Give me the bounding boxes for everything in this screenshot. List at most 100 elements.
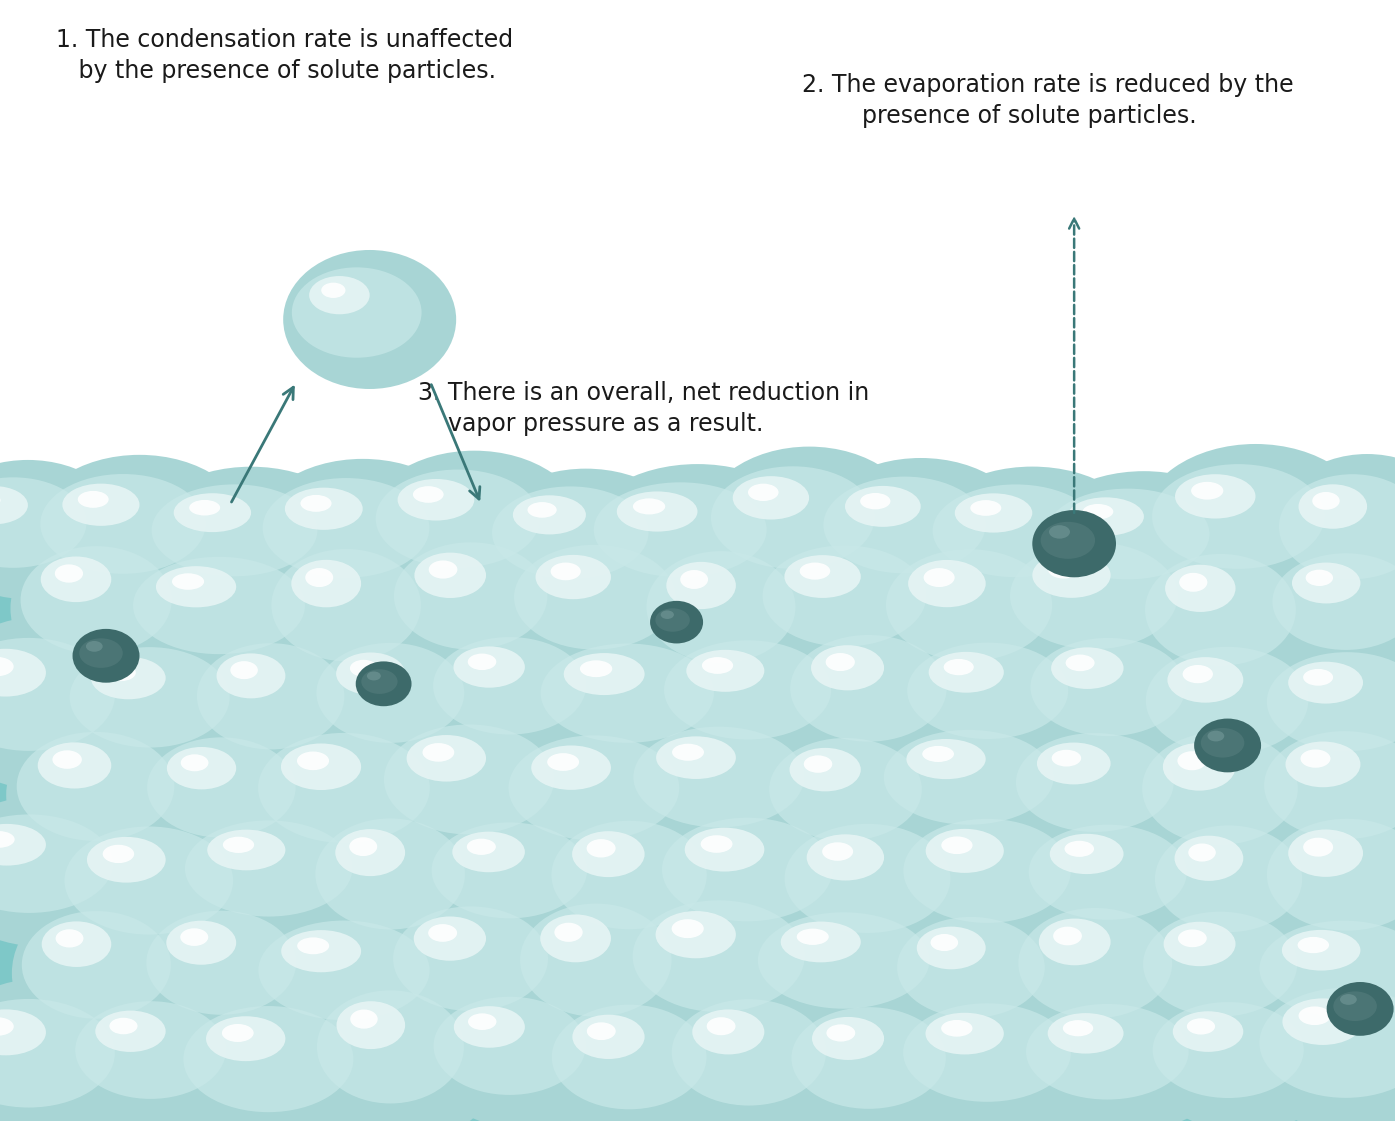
Ellipse shape (667, 1008, 862, 1121)
Ellipse shape (1141, 444, 1370, 605)
Ellipse shape (594, 482, 767, 577)
Ellipse shape (0, 822, 152, 943)
Ellipse shape (1191, 482, 1223, 500)
Ellipse shape (0, 638, 114, 751)
Ellipse shape (297, 751, 329, 770)
Ellipse shape (1177, 751, 1207, 770)
Ellipse shape (208, 830, 286, 870)
Ellipse shape (257, 485, 469, 609)
Ellipse shape (103, 845, 134, 863)
Ellipse shape (917, 927, 986, 970)
Ellipse shape (1272, 554, 1395, 650)
Ellipse shape (1267, 652, 1395, 751)
Ellipse shape (672, 743, 704, 761)
Ellipse shape (142, 745, 331, 869)
Ellipse shape (292, 268, 421, 358)
Ellipse shape (1147, 472, 1364, 601)
Ellipse shape (1025, 1004, 1189, 1100)
Ellipse shape (193, 651, 379, 782)
Ellipse shape (787, 1015, 982, 1121)
Ellipse shape (897, 917, 1045, 1018)
Ellipse shape (707, 1017, 735, 1035)
Ellipse shape (467, 839, 495, 855)
Ellipse shape (903, 1003, 1071, 1102)
Ellipse shape (1194, 719, 1261, 772)
Ellipse shape (626, 909, 845, 1046)
Ellipse shape (587, 840, 615, 858)
Ellipse shape (806, 834, 884, 880)
Bar (0, 521, 1395, 1121)
Ellipse shape (317, 642, 465, 743)
Ellipse shape (823, 476, 985, 573)
Ellipse shape (1201, 728, 1244, 758)
Ellipse shape (769, 738, 922, 841)
Ellipse shape (393, 543, 547, 649)
Ellipse shape (1050, 647, 1123, 689)
Ellipse shape (0, 649, 46, 696)
Ellipse shape (428, 645, 622, 765)
Ellipse shape (1165, 565, 1236, 612)
Ellipse shape (1048, 1013, 1123, 1054)
Ellipse shape (197, 643, 345, 750)
Ellipse shape (423, 619, 626, 768)
Ellipse shape (252, 928, 470, 1050)
Ellipse shape (0, 478, 86, 568)
Ellipse shape (146, 491, 356, 604)
Ellipse shape (336, 652, 405, 695)
Ellipse shape (661, 611, 674, 619)
Ellipse shape (1327, 982, 1394, 1036)
Ellipse shape (378, 733, 594, 869)
Ellipse shape (388, 915, 585, 1044)
Ellipse shape (258, 920, 430, 1020)
Ellipse shape (389, 550, 583, 683)
Ellipse shape (893, 799, 1116, 958)
Ellipse shape (933, 484, 1099, 577)
Ellipse shape (336, 1001, 405, 1049)
Ellipse shape (551, 563, 580, 581)
Ellipse shape (0, 617, 162, 790)
Ellipse shape (799, 563, 830, 580)
Ellipse shape (633, 499, 665, 515)
Ellipse shape (0, 815, 113, 912)
Ellipse shape (181, 754, 208, 771)
Ellipse shape (582, 464, 813, 610)
Ellipse shape (1175, 474, 1256, 519)
Ellipse shape (13, 890, 211, 1056)
Ellipse shape (1137, 741, 1334, 879)
Ellipse shape (1035, 471, 1253, 611)
Ellipse shape (671, 919, 703, 938)
Ellipse shape (908, 559, 986, 608)
Ellipse shape (1140, 563, 1331, 701)
Ellipse shape (306, 797, 505, 967)
Text: 2. The evaporation rate is reduced by the
        presence of solute particles.: 2. The evaporation rate is reduced by th… (802, 73, 1293, 128)
Ellipse shape (778, 832, 989, 966)
Ellipse shape (1133, 891, 1338, 1053)
Ellipse shape (700, 446, 918, 604)
Ellipse shape (0, 657, 14, 676)
Ellipse shape (80, 638, 123, 668)
Ellipse shape (1299, 1007, 1331, 1025)
Ellipse shape (656, 609, 689, 632)
Ellipse shape (797, 928, 829, 945)
Ellipse shape (700, 835, 732, 853)
Ellipse shape (650, 798, 877, 957)
Ellipse shape (70, 1009, 261, 1121)
Ellipse shape (509, 553, 713, 682)
Ellipse shape (541, 800, 748, 967)
Ellipse shape (251, 458, 474, 612)
Ellipse shape (0, 647, 155, 786)
Ellipse shape (146, 738, 296, 837)
Ellipse shape (790, 634, 947, 742)
Ellipse shape (1249, 966, 1395, 1121)
Ellipse shape (587, 1022, 615, 1040)
Ellipse shape (247, 712, 476, 881)
Ellipse shape (413, 487, 444, 503)
Ellipse shape (664, 640, 831, 740)
Ellipse shape (310, 827, 499, 964)
Ellipse shape (1262, 535, 1395, 684)
Ellipse shape (216, 654, 286, 698)
Ellipse shape (513, 495, 586, 535)
Ellipse shape (40, 556, 112, 602)
Ellipse shape (633, 726, 804, 827)
Ellipse shape (0, 831, 15, 847)
